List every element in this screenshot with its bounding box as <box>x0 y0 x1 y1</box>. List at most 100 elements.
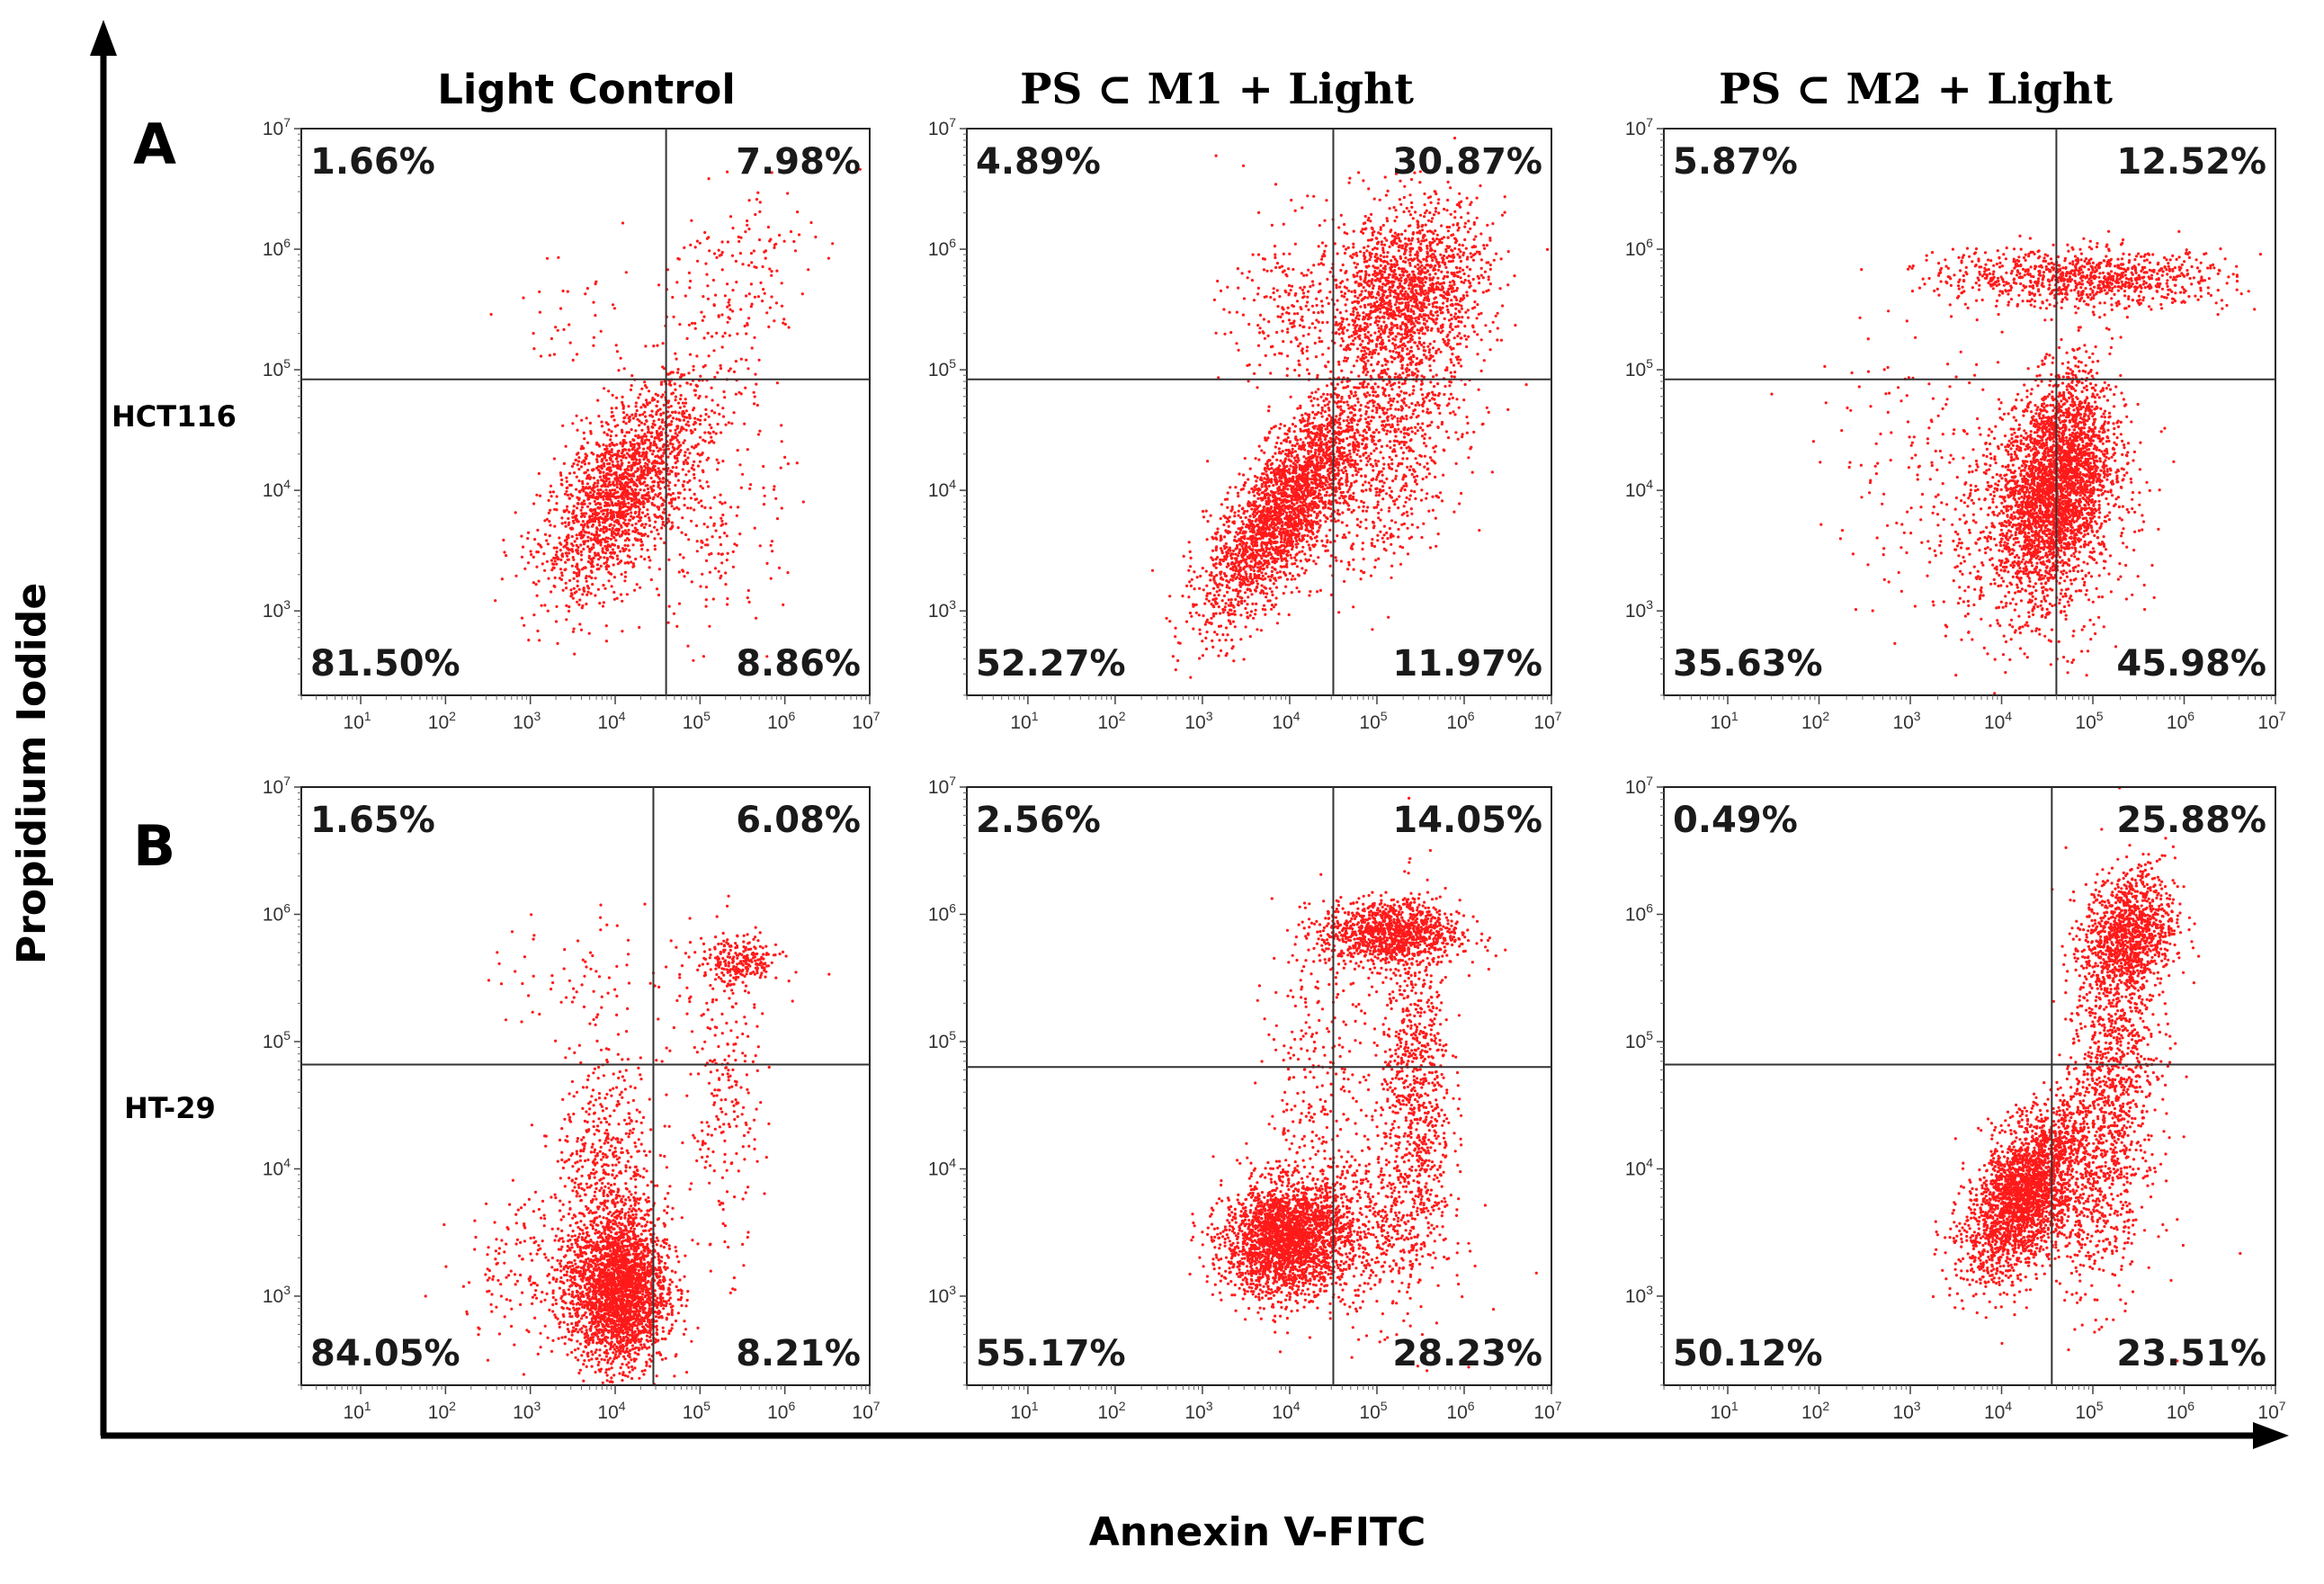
event-dot <box>731 565 736 568</box>
event-dot <box>658 407 662 411</box>
event-dot <box>612 576 617 579</box>
event-dot <box>548 520 551 524</box>
event-dot <box>596 541 600 545</box>
event-dot <box>1354 498 1358 502</box>
event-dot <box>644 415 648 418</box>
event-dot <box>693 460 696 463</box>
event-dot <box>611 460 614 463</box>
event-dot <box>644 523 648 526</box>
event-dot <box>599 492 603 496</box>
column-title-light-control: Light Control <box>437 66 736 113</box>
event-dot <box>726 320 729 324</box>
event-dot <box>1298 532 1301 535</box>
event-dot <box>568 521 571 524</box>
event-dot <box>1309 590 1312 594</box>
event-dot <box>574 459 577 462</box>
event-dot <box>1353 480 1356 484</box>
event-dot <box>608 470 612 473</box>
event-dot <box>667 399 671 403</box>
event-dot <box>1248 572 1253 577</box>
event-dot <box>1318 425 1321 428</box>
event-dot <box>1283 550 1286 553</box>
event-dot <box>605 496 610 499</box>
event-dot <box>1286 495 1290 499</box>
event-dot <box>1285 530 1289 534</box>
event-dot <box>587 473 591 477</box>
event-dot <box>671 492 675 496</box>
y-tick-label: 103 <box>263 597 290 622</box>
event-dot <box>639 469 644 473</box>
event-dot <box>627 501 630 505</box>
event-dot <box>620 572 623 577</box>
event-dot <box>609 434 612 438</box>
event-dot <box>1274 479 1277 484</box>
event-dot <box>691 463 695 467</box>
event-dot <box>1274 476 1277 479</box>
event-dot <box>1241 488 1245 491</box>
event-dot <box>1223 497 1228 501</box>
event-dot <box>1345 475 1349 479</box>
event-dot <box>1335 487 1338 490</box>
event-dot <box>1339 426 1343 430</box>
event-dot <box>610 451 613 454</box>
event-dot <box>1267 405 1271 408</box>
event-dot <box>1247 526 1251 531</box>
event-dot <box>1211 598 1215 602</box>
event-dot <box>608 444 612 448</box>
event-dot <box>1301 493 1305 497</box>
event-dot <box>1379 451 1382 454</box>
event-dot <box>586 497 590 501</box>
event-dot <box>623 529 627 532</box>
event-dot <box>629 388 633 391</box>
event-dot <box>1246 611 1249 614</box>
event-dot <box>1204 569 1208 573</box>
event-dot <box>622 448 626 452</box>
event-dot <box>611 393 614 397</box>
event-dot <box>579 532 583 536</box>
event-dot <box>1238 566 1242 569</box>
event-dot <box>1279 459 1283 462</box>
event-dot <box>631 543 635 547</box>
event-dot <box>684 451 687 454</box>
event-dot <box>1174 626 1177 630</box>
event-dot <box>565 604 568 608</box>
event-dot <box>1228 586 1231 590</box>
event-dot <box>1287 533 1291 538</box>
event-dot <box>585 522 589 525</box>
event-dot <box>1242 658 1246 661</box>
event-dot <box>609 458 612 461</box>
event-dot <box>631 438 635 442</box>
event-dot <box>1227 580 1230 584</box>
event-dot <box>1344 469 1347 473</box>
event-dot <box>758 429 762 433</box>
event-dot <box>1238 583 1242 587</box>
event-dot <box>668 442 673 445</box>
event-dot <box>630 515 633 518</box>
event-dot <box>1319 426 1324 430</box>
event-dot <box>1311 441 1315 444</box>
event-dot <box>1301 443 1305 447</box>
event-dot <box>1319 440 1324 443</box>
event-dot <box>522 296 525 300</box>
event-dot <box>1231 549 1236 553</box>
event-dot <box>571 550 575 553</box>
event-dot <box>1368 457 1372 461</box>
event-dot <box>662 403 666 407</box>
event-dot <box>523 623 526 627</box>
event-dot <box>1280 442 1283 445</box>
event-dot <box>1233 535 1237 539</box>
event-dot <box>1219 570 1222 575</box>
event-dot <box>650 489 654 493</box>
event-dot <box>1335 415 1338 418</box>
event-dot <box>1245 541 1248 545</box>
event-dot <box>679 429 683 433</box>
event-dot <box>1304 463 1308 467</box>
event-dot <box>1327 506 1330 510</box>
event-dot <box>1237 554 1240 558</box>
event-dot <box>1240 520 1244 524</box>
event-dot <box>609 523 612 526</box>
event-dot <box>1395 469 1399 473</box>
event-dot <box>595 563 600 567</box>
event-dot <box>1237 604 1240 607</box>
event-dot <box>661 502 665 506</box>
